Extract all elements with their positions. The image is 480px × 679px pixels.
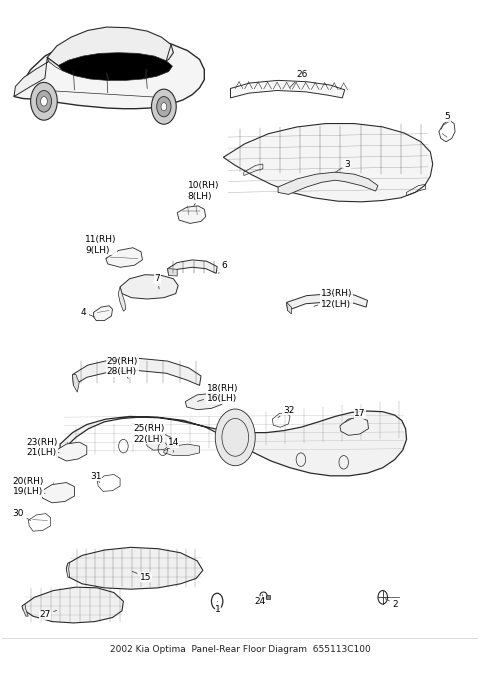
Text: 24: 24 — [254, 595, 265, 606]
Polygon shape — [72, 359, 201, 386]
Circle shape — [157, 96, 171, 117]
Polygon shape — [48, 27, 173, 73]
Circle shape — [161, 103, 167, 111]
Text: 2002 Kia Optima  Panel-Rear Floor Diagram  655113C100: 2002 Kia Optima Panel-Rear Floor Diagram… — [109, 646, 371, 655]
Polygon shape — [55, 442, 87, 461]
Polygon shape — [94, 306, 112, 320]
Polygon shape — [22, 604, 28, 616]
Polygon shape — [168, 269, 177, 276]
Polygon shape — [287, 293, 368, 310]
Text: 17: 17 — [345, 409, 366, 422]
Text: 26: 26 — [289, 71, 308, 88]
Polygon shape — [14, 37, 204, 109]
Text: 27: 27 — [39, 610, 57, 619]
Text: 23(RH)
21(LH): 23(RH) 21(LH) — [26, 438, 59, 457]
Polygon shape — [146, 434, 171, 450]
Polygon shape — [278, 172, 378, 194]
Polygon shape — [58, 53, 172, 80]
Polygon shape — [164, 444, 200, 456]
Polygon shape — [287, 302, 291, 314]
Text: 5: 5 — [441, 112, 450, 129]
Text: 1: 1 — [215, 602, 221, 614]
Text: 6: 6 — [218, 261, 227, 274]
Polygon shape — [72, 375, 79, 392]
Polygon shape — [230, 80, 345, 98]
Circle shape — [378, 591, 387, 604]
Text: 29(RH)
28(LH): 29(RH) 28(LH) — [107, 356, 138, 379]
Polygon shape — [118, 287, 126, 311]
Polygon shape — [340, 417, 369, 435]
Circle shape — [36, 90, 51, 112]
Circle shape — [215, 409, 255, 466]
Polygon shape — [22, 587, 123, 623]
Circle shape — [41, 96, 48, 106]
Text: 31: 31 — [90, 472, 102, 483]
Polygon shape — [177, 206, 206, 223]
Circle shape — [31, 82, 57, 120]
Text: 10(RH)
8(LH): 10(RH) 8(LH) — [188, 181, 219, 206]
Polygon shape — [185, 394, 222, 409]
Polygon shape — [120, 275, 178, 299]
Text: 20(RH)
19(LH): 20(RH) 19(LH) — [12, 477, 45, 496]
Polygon shape — [48, 58, 63, 71]
Text: 14: 14 — [168, 438, 179, 452]
Polygon shape — [14, 58, 48, 96]
Circle shape — [152, 89, 176, 124]
Text: 11(RH)
9(LH): 11(RH) 9(LH) — [85, 236, 117, 259]
Text: 13(RH)
12(LH): 13(RH) 12(LH) — [314, 289, 352, 309]
Text: 30: 30 — [12, 509, 31, 520]
Polygon shape — [223, 124, 432, 202]
Polygon shape — [66, 562, 70, 577]
Text: 2: 2 — [385, 599, 398, 608]
Text: 3: 3 — [335, 160, 350, 172]
Text: 32: 32 — [278, 406, 294, 418]
Polygon shape — [168, 260, 217, 276]
Text: 4: 4 — [81, 308, 95, 317]
Polygon shape — [60, 411, 407, 476]
Polygon shape — [66, 547, 203, 589]
Text: 15: 15 — [132, 571, 152, 581]
Text: 25(RH)
22(LH): 25(RH) 22(LH) — [133, 424, 164, 443]
Polygon shape — [41, 483, 74, 503]
Polygon shape — [106, 248, 143, 268]
Text: 7: 7 — [155, 274, 160, 289]
Text: 18(RH)
16(LH): 18(RH) 16(LH) — [197, 384, 238, 403]
